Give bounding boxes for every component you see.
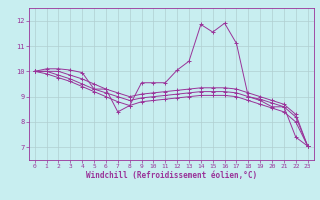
- X-axis label: Windchill (Refroidissement éolien,°C): Windchill (Refroidissement éolien,°C): [86, 171, 257, 180]
